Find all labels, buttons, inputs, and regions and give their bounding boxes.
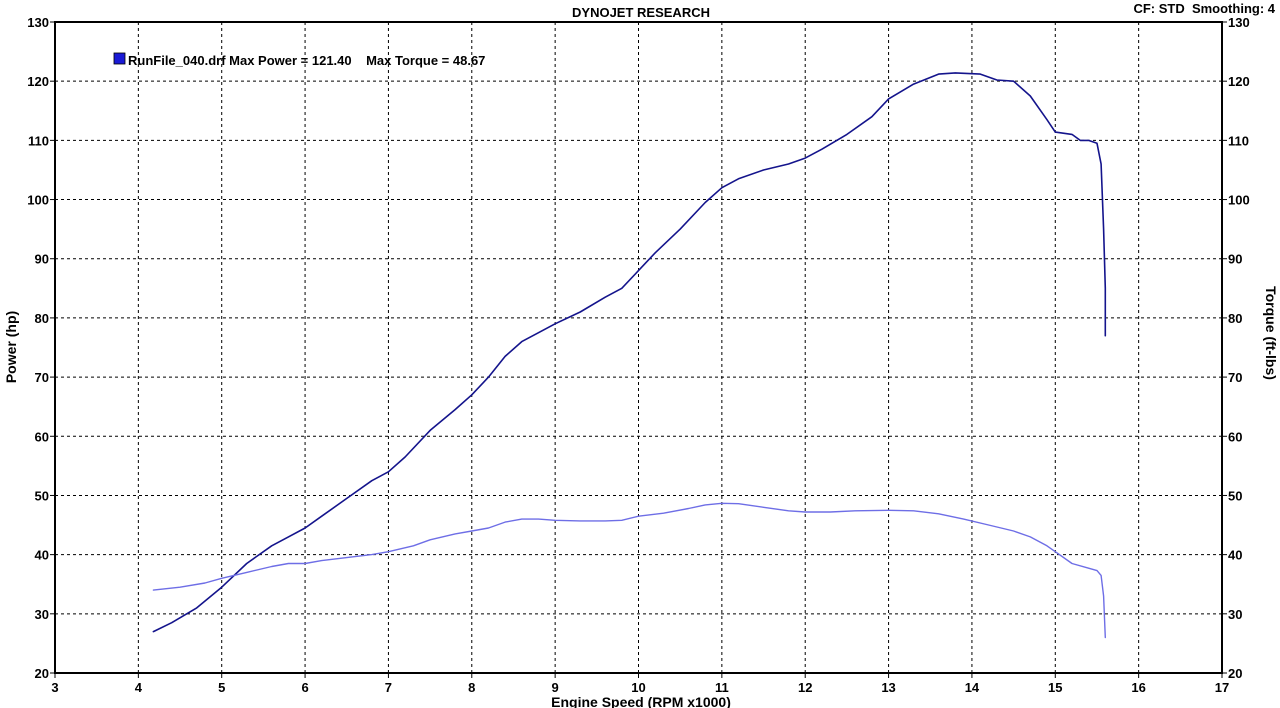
y-tick-label: 90 xyxy=(35,252,49,267)
torque-curve xyxy=(152,502,1107,639)
run-info: CF: STD Smoothing: 4 xyxy=(1133,1,1275,16)
x-tick-label: 15 xyxy=(1048,680,1062,695)
y-tick-label: 130 xyxy=(27,15,49,30)
y-tick-label: 70 xyxy=(35,370,49,385)
grid-layer xyxy=(55,22,1222,673)
y2-axis-label: Torque (ft-lbs) xyxy=(1263,286,1279,380)
y2-tick-label: 120 xyxy=(1228,74,1250,89)
legend-entry: RunFile_040.drf Max Power = 121.40 Max T… xyxy=(128,53,485,68)
y2-tick-label: 130 xyxy=(1228,15,1250,30)
x-axis-label: Engine Speed (RPM x1000) xyxy=(551,694,731,708)
x-tick-label: 17 xyxy=(1215,680,1229,695)
x-tick-label: 14 xyxy=(965,680,980,695)
power-curve xyxy=(152,72,1107,633)
y2-tick-label: 20 xyxy=(1228,666,1242,681)
y2-tick-label: 80 xyxy=(1228,311,1242,326)
x-tick-label: 12 xyxy=(798,680,812,695)
y-tick-label: 120 xyxy=(27,74,49,89)
x-tick-label: 9 xyxy=(552,680,559,695)
x-tick-label: 13 xyxy=(881,680,895,695)
y-tick-label: 30 xyxy=(35,607,49,622)
x-tick-label: 5 xyxy=(218,680,225,695)
y-tick-label: 60 xyxy=(35,429,49,444)
y-tick-label: 50 xyxy=(35,488,49,503)
x-tick-label: 10 xyxy=(631,680,645,695)
series-layer xyxy=(152,72,1107,639)
y2-tick-label: 110 xyxy=(1228,133,1249,148)
y2-tick-label: 60 xyxy=(1228,429,1242,444)
y-tick-label: 100 xyxy=(27,193,49,208)
x-tick-label: 3 xyxy=(51,680,58,695)
x-tick-label: 16 xyxy=(1131,680,1145,695)
y2-tick-label: 100 xyxy=(1228,193,1250,208)
x-tick-label: 4 xyxy=(135,680,143,695)
x-tick-label: 7 xyxy=(385,680,392,695)
y-tick-label: 20 xyxy=(35,666,49,681)
y-axis-label: Power (hp) xyxy=(3,311,19,383)
x-tick-label: 8 xyxy=(468,680,475,695)
y2-tick-label: 40 xyxy=(1228,548,1242,563)
x-tick-label: 6 xyxy=(301,680,308,695)
y-tick-label: 80 xyxy=(35,311,49,326)
y2-tick-label: 90 xyxy=(1228,252,1242,267)
y2-tick-label: 70 xyxy=(1228,370,1242,385)
chart-title: DYNOJET RESEARCH xyxy=(572,5,710,20)
y-tick-label: 40 xyxy=(35,548,49,563)
y2-tick-label: 30 xyxy=(1228,607,1242,622)
legend-swatch xyxy=(113,52,126,65)
y-tick-label: 110 xyxy=(28,133,49,148)
y2-tick-label: 50 xyxy=(1228,488,1242,503)
x-tick-label: 11 xyxy=(715,680,729,695)
